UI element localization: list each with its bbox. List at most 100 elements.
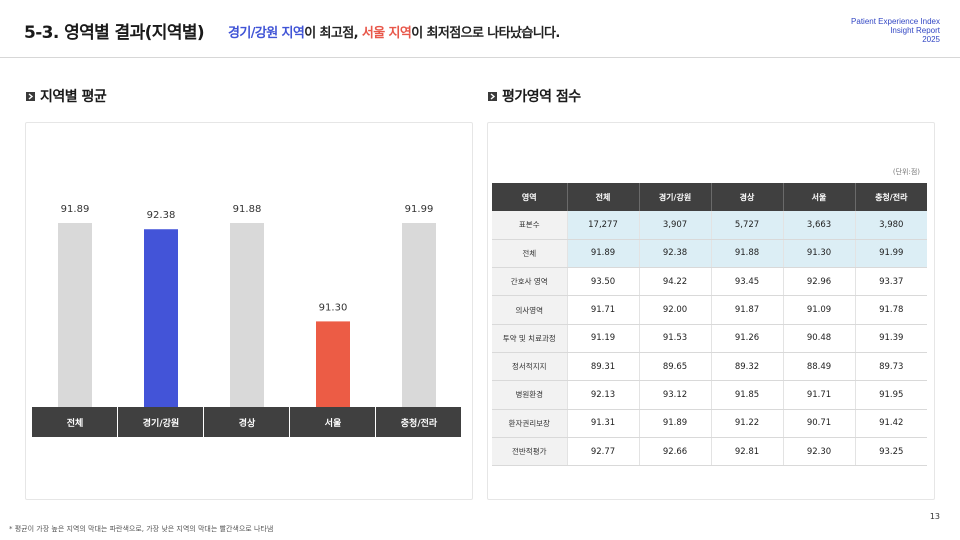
- table-cell: 92.38: [639, 239, 712, 269]
- table-row: 투약 및 치료과정 91.19 91.53 91.26 90.48 91.39: [492, 324, 927, 353]
- row-label: 투약 및 치료과정: [492, 324, 568, 353]
- arrow-square-icon: [488, 91, 497, 101]
- row-label: 표본수: [492, 211, 568, 240]
- score-table-panel: (단위:점) 영역 전체 경기/강원 경상 서울 충청/전라 표본수 17,277 3,907…: [487, 122, 935, 500]
- table-cell: 91.87: [711, 295, 784, 325]
- table-cell: 91.71: [567, 295, 640, 325]
- section-title-text: 지역별 평균: [40, 89, 107, 105]
- table-column-header: 전체: [567, 183, 640, 211]
- table-cell: 91.99: [855, 239, 927, 269]
- row-label: 병원환경: [492, 380, 568, 410]
- bar-3: [230, 223, 264, 407]
- table-row: 병원환경 92.13 93.12 91.85 91.71 91.95: [492, 380, 927, 410]
- table-cell: 91.26: [711, 324, 784, 353]
- bar-5: [402, 223, 436, 407]
- table-row: 표본수 17,277 3,907 5,727 3,663 3,980: [492, 211, 927, 240]
- report-meta: Patient Experience Index Insight Report …: [851, 17, 940, 44]
- bar-value-label: 91.30: [319, 302, 348, 313]
- table-cell: 3,980: [855, 211, 927, 240]
- table-cell: 88.49: [783, 352, 856, 382]
- footnote: * 평균이 가장 높은 지역의 막대는 파란색으로, 가장 낮은 지역의 막대는…: [9, 525, 274, 533]
- headline: 경기/강원 지역이 최고점, 서울 지역이 최저점으로 나타났습니다.: [228, 22, 560, 41]
- table-column-header: 경상: [711, 183, 784, 211]
- table-cell: 91.71: [783, 380, 856, 410]
- table-column-header: 서울: [783, 183, 856, 211]
- table-cell: 93.50: [567, 267, 640, 297]
- table-cell: 93.25: [855, 437, 927, 467]
- table-cell: 93.45: [711, 267, 784, 297]
- table-cell: 94.22: [639, 267, 712, 297]
- table-cell: 92.77: [567, 437, 640, 467]
- category-label: 경기/강원: [143, 417, 179, 429]
- bar-4: [316, 321, 350, 407]
- table-row: 의사영역 91.71 92.00 91.87 91.09 91.78: [492, 295, 927, 325]
- table-cell: 3,907: [639, 211, 712, 240]
- row-label: 간호사 영역: [492, 267, 568, 297]
- section-title-text: 평가영역 점수: [502, 89, 581, 105]
- table-cell: 91.22: [711, 409, 784, 438]
- table-cell: 92.30: [783, 437, 856, 467]
- table-row: 전반적평가 92.77 92.66 92.81 92.30 93.25: [492, 437, 927, 467]
- score-table: 영역 전체 경기/강원 경상 서울 충청/전라 표본수 17,277 3,907 5,727 3,…: [492, 183, 927, 467]
- headline-highest-region: 경기/강원 지역: [228, 26, 305, 41]
- unit-note: (단위:점): [892, 168, 920, 176]
- table-cell: 91.42: [855, 409, 927, 438]
- table-cell: 91.53: [639, 324, 712, 353]
- table-cell: 91.89: [567, 239, 640, 269]
- table-cell: 91.88: [711, 239, 784, 269]
- category-label-bg: [290, 407, 375, 437]
- table-column-header: 충청/전라: [855, 183, 927, 211]
- table-cell: 91.95: [855, 380, 927, 410]
- table-cell: 90.71: [783, 409, 856, 438]
- table-cell: 91.30: [783, 239, 856, 269]
- table-column-header: 경기/강원: [639, 183, 712, 211]
- bar-value-label: 91.99: [405, 204, 434, 215]
- category-label: 경상: [239, 417, 256, 429]
- table-cell: 93.12: [639, 380, 712, 410]
- section-title-regional-average: 지역별 평균: [26, 86, 107, 106]
- table-cell: 91.89: [639, 409, 712, 438]
- table-cell: 89.65: [639, 352, 712, 382]
- category-label-bg: [32, 407, 117, 437]
- table-row: 정서적지지 89.31 89.65 89.32 88.49 89.73: [492, 352, 927, 382]
- table-cell: 92.00: [639, 295, 712, 325]
- table-cell: 92.66: [639, 437, 712, 467]
- row-label: 전체: [492, 239, 568, 269]
- headline-text-1: 이 최고점,: [304, 26, 362, 41]
- row-label: 전반적평가: [492, 437, 568, 467]
- report-subtitle: Insight Report: [890, 26, 940, 35]
- table-cell: 90.48: [783, 324, 856, 353]
- bar-chart-panel: 91.89 전체 92.38 경기/강원 91.88 경상 91.30 서울 91.99 충청/전…: [25, 122, 473, 500]
- slide-title: 5-3. 영역별 결과(지역별): [24, 23, 205, 43]
- headline-text-2: 이 최저점으로 나타났습니다.: [411, 26, 560, 41]
- table-cell: 3,663: [783, 211, 856, 240]
- section-title-area-scores: 평가영역 점수: [488, 86, 581, 106]
- table-cell: 5,727: [711, 211, 784, 240]
- table-cell: 92.13: [567, 380, 640, 410]
- table-row: 간호사 영역 93.50 94.22 93.45 92.96 93.37: [492, 267, 927, 297]
- table-cell: 91.39: [855, 324, 927, 353]
- category-label-bg: [204, 407, 289, 437]
- page-number: 13: [929, 512, 940, 521]
- table-cell: 91.09: [783, 295, 856, 325]
- table-cell: 17,277: [567, 211, 640, 240]
- table-row: 전체 91.89 92.38 91.88 91.30 91.99: [492, 239, 927, 269]
- table-cell: 91.19: [567, 324, 640, 353]
- bar-chart: 91.89 전체 92.38 경기/강원 91.88 경상 91.30 서울 91.99 충청/전…: [32, 204, 461, 437]
- category-label-bg: [118, 407, 203, 437]
- table-cell: 91.31: [567, 409, 640, 438]
- category-label: 전체: [67, 417, 84, 429]
- table-row: 환자권리보장 91.31 91.89 91.22 90.71 91.42: [492, 409, 927, 438]
- table-cell: 92.81: [711, 437, 784, 467]
- table-cell: 93.37: [855, 267, 927, 297]
- category-label: 서울: [325, 417, 342, 429]
- bar-value-label: 91.88: [233, 204, 262, 215]
- slide-header: 5-3. 영역별 결과(지역별) 경기/강원 지역이 최고점, 서울 지역이 최…: [0, 0, 960, 58]
- table-column-header: 영역: [492, 183, 568, 211]
- table-cell: 89.32: [711, 352, 784, 382]
- table-header-row: 영역 전체 경기/강원 경상 서울 충청/전라: [492, 183, 927, 211]
- bar-1: [58, 223, 92, 407]
- category-label: 충청/전라: [401, 417, 438, 429]
- arrow-square-icon: [26, 91, 35, 101]
- table-cell: 89.73: [855, 352, 927, 382]
